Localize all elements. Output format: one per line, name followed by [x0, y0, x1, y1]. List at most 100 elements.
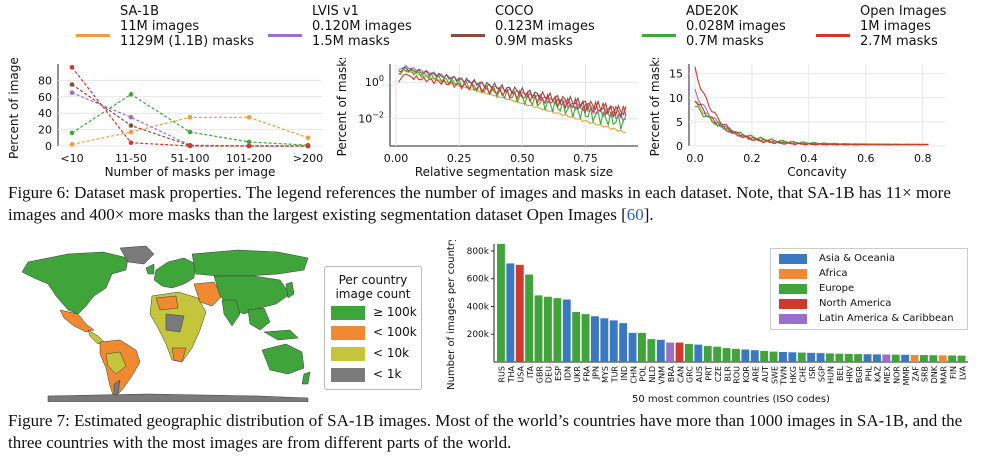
legend-text: 1.5M masks — [312, 34, 390, 49]
map-legend: Per country image count ≥ 100k < 100k < … — [324, 266, 422, 390]
country-bar — [938, 355, 947, 362]
legend-text: 0.120M images — [312, 19, 412, 34]
country-bar — [882, 354, 891, 362]
x-tick-label: PRT — [705, 366, 714, 381]
country-bar — [685, 343, 693, 362]
country-bar — [703, 346, 712, 362]
x-tick-label: BRA — [667, 365, 676, 382]
x-tick-label: 0.25 — [447, 152, 472, 165]
country-bar — [732, 348, 740, 362]
x-tick-label: BLR — [723, 366, 732, 382]
y-axis-label: Number of images per country — [446, 240, 457, 390]
world-map — [21, 245, 311, 402]
x-tick-label: TUR — [611, 366, 620, 384]
series-line — [694, 105, 929, 146]
country-bar — [929, 355, 938, 362]
country-bar — [581, 314, 590, 362]
x-tick-label: ESP — [554, 366, 563, 381]
x-tick-label: GBR — [535, 366, 544, 384]
x-tick-label: TWN — [780, 366, 789, 386]
legend-text: SA-1B — [120, 4, 159, 19]
country-bar — [497, 244, 505, 362]
figure6-citation-link[interactable]: 60 — [626, 205, 644, 224]
country-bar — [863, 354, 872, 362]
country-bar — [854, 354, 863, 362]
data-point — [128, 92, 134, 97]
country-bar — [675, 342, 684, 362]
y-tick-label: 10−2 — [358, 111, 384, 126]
x-tick-label: 0.00 — [384, 152, 409, 165]
x-tick-label: NOR — [893, 366, 902, 384]
x-tick-label: 51-100 — [171, 152, 210, 165]
figure6-caption-text: Dataset mask properties. The legend refe… — [8, 183, 951, 224]
x-tick-label: KOR — [742, 366, 751, 383]
x-tick-label: 0.6 — [857, 152, 875, 165]
masks-per-image-chart: 0 20 40 60 80 <10 11-50 51-100 101-200 >200 Number… — [7, 58, 323, 179]
legend-entry: Open Images 1M images 2.7M masks — [816, 4, 946, 49]
concavity-chart: 0 5 10 15 0.0 0.2 0.4 0.6 0.8 Concavity Percent of… — [648, 58, 945, 179]
map-north-america — [21, 251, 129, 315]
x-tick-label: MMR — [902, 366, 911, 386]
figure7-caption-label: Figure 7: — [8, 411, 70, 430]
x-tick-label: MAR — [940, 366, 949, 384]
country-bar — [788, 352, 797, 362]
x-tick-label: FRA — [582, 365, 591, 381]
x-tick-label: AUS — [695, 366, 704, 382]
country-bar — [544, 296, 552, 362]
country-bar — [807, 352, 816, 362]
x-tick-label: VNM — [658, 366, 667, 384]
x-tick-label: 11-50 — [115, 152, 147, 165]
x-tick-label: ROU — [733, 366, 742, 384]
data-point — [69, 142, 75, 147]
country-bar — [826, 353, 834, 362]
y-axis-label: Percent of masks — [648, 58, 662, 156]
x-tick-label: DEU — [545, 366, 554, 383]
data-point — [305, 135, 311, 141]
legend-text: ADE20K — [686, 4, 739, 19]
map-europe — [153, 257, 197, 289]
map-greenland — [119, 245, 155, 265]
y-axis-label: Percent of masks — [335, 58, 349, 156]
figure7-caption-text: Estimated geographic distribution of SA-… — [8, 411, 963, 452]
country-bar — [628, 332, 637, 362]
x-tick-label: SGP — [817, 366, 826, 382]
x-tick-label: BEL — [836, 365, 845, 381]
figure6-caption-label: Figure 6: — [8, 183, 70, 202]
x-tick-label: GRC — [686, 366, 695, 383]
map-india — [221, 299, 241, 327]
data-point — [187, 143, 193, 149]
x-tick-label: ISR — [808, 366, 817, 379]
figure7-caption: Figure 7: Estimated geographic distribut… — [8, 410, 974, 454]
x-tick-label: FIN — [949, 366, 958, 379]
legend-swatch — [268, 34, 302, 37]
legend-entry: LVIS v1 0.120M images 1.5M masks — [268, 4, 412, 49]
map-legend-title: Per country image count — [335, 273, 411, 301]
country-bar — [816, 353, 825, 362]
x-tick-label: HUN — [827, 366, 836, 384]
x-tick-label: RUS — [498, 366, 507, 383]
x-tick-label: SRB — [921, 366, 930, 382]
x-tick-label: KAZ — [874, 365, 883, 382]
x-tick-label: 0.2 — [743, 152, 761, 165]
data-point — [246, 139, 252, 145]
legend-entry: SA-1B 11M images 1129M (1.1B) masks — [76, 4, 254, 49]
data-point — [69, 90, 75, 95]
legend-text: 2.7M masks — [860, 34, 938, 49]
legend-text: 1M images — [860, 19, 931, 34]
x-tick-label: CAN — [676, 366, 685, 383]
series-line — [398, 67, 627, 117]
y-tick-label: 10 — [669, 92, 683, 105]
country-bar — [844, 353, 853, 362]
x-tick-label: MYS — [601, 366, 610, 383]
country-bar — [920, 355, 928, 362]
data-point — [69, 82, 75, 87]
data-point — [128, 123, 134, 128]
legend-swatch — [76, 34, 110, 37]
y-tick-label: 20 — [38, 124, 52, 137]
country-bar — [656, 339, 665, 362]
country-bar — [769, 351, 778, 362]
y-tick-label: 0 — [45, 140, 52, 153]
y-tick-label: 200k — [467, 330, 490, 340]
data-point — [187, 129, 193, 135]
x-tick-label: IND — [620, 366, 629, 381]
